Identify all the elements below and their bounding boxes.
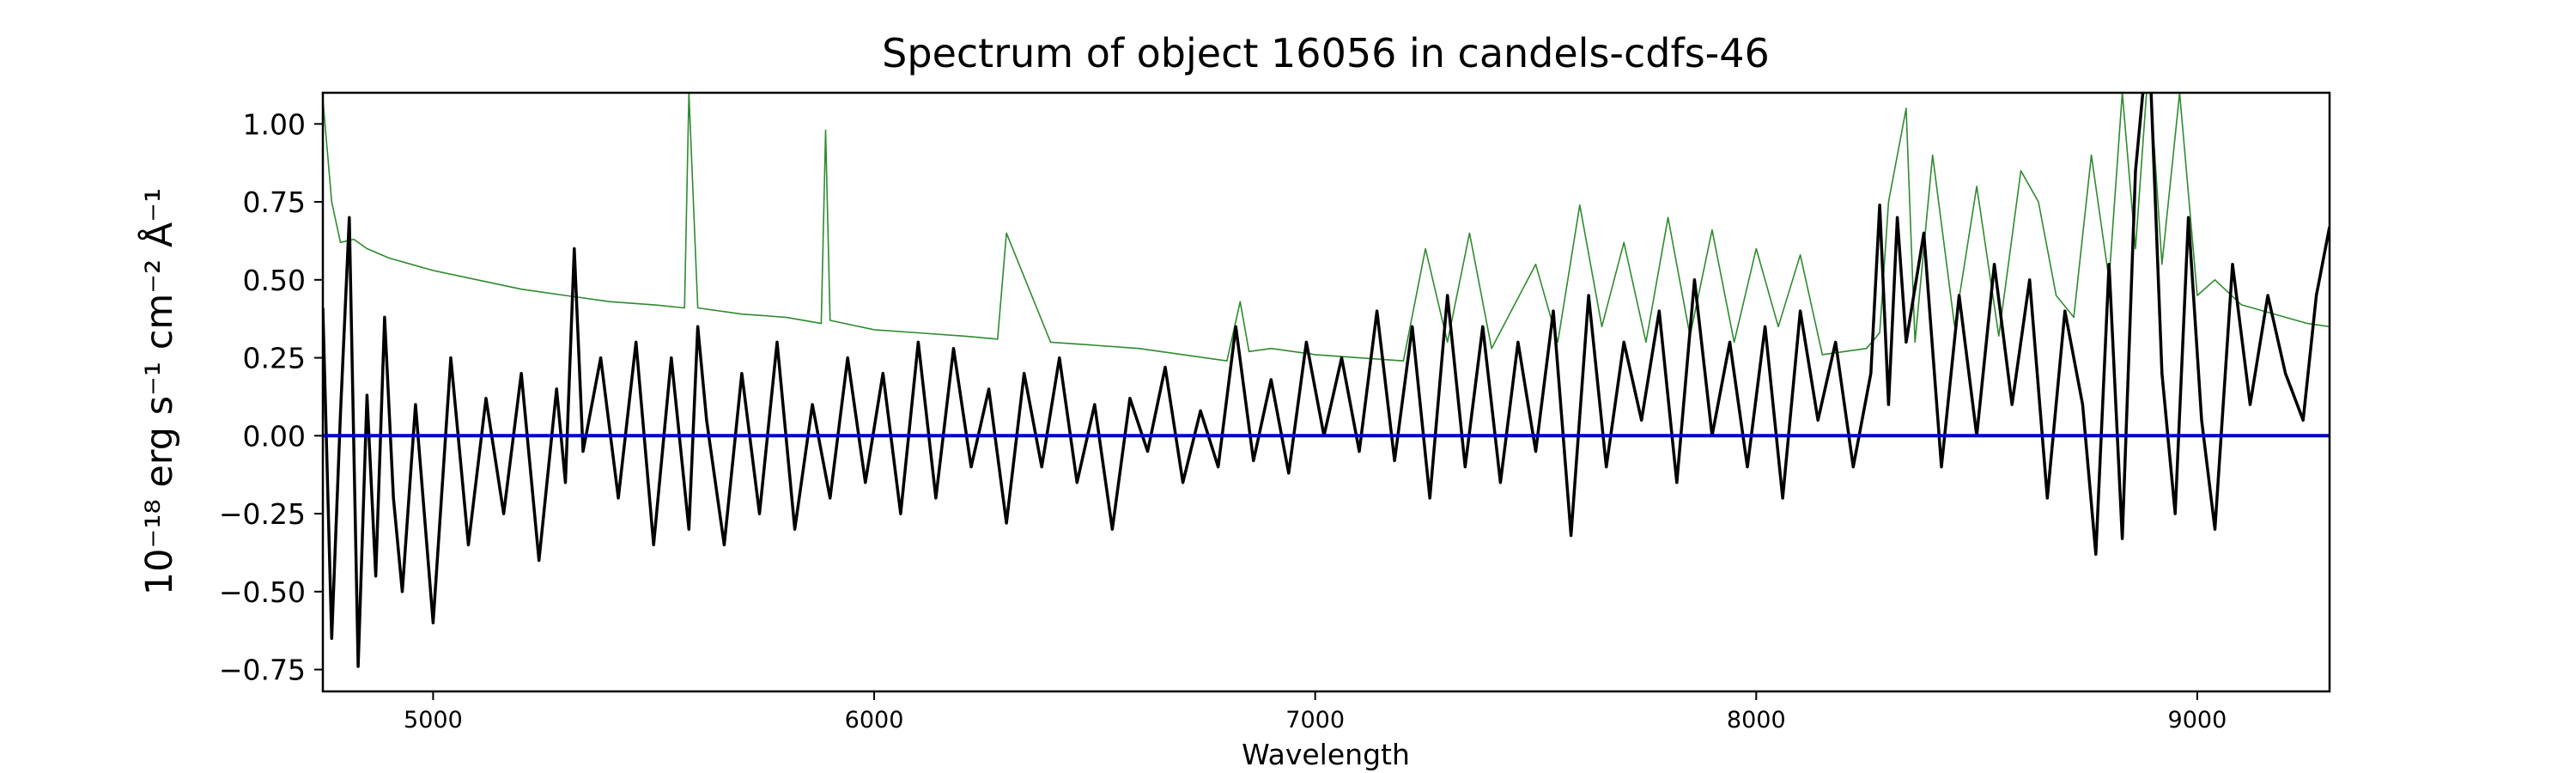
x-axis-label: Wavelength xyxy=(1242,738,1410,771)
flux-series-line xyxy=(323,93,2330,668)
y-tick-label: 0.00 xyxy=(243,419,306,453)
x-tick-label: 8000 xyxy=(1727,707,1786,733)
error-series-line xyxy=(323,93,2330,362)
x-tick-label: 9000 xyxy=(2168,707,2227,733)
y-tick-label: −0.75 xyxy=(219,654,306,687)
x-tick-label: 7000 xyxy=(1285,707,1345,733)
y-tick-label: −0.25 xyxy=(219,497,306,531)
y-tick-label: 0.75 xyxy=(243,186,306,219)
plot-frame xyxy=(321,91,2331,693)
y-tick-label: −0.50 xyxy=(219,575,306,609)
y-axis-label: 10⁻¹⁸ erg s⁻¹ cm⁻² Å⁻¹ xyxy=(137,188,181,595)
chart-title: Spectrum of object 16056 in candels-cdfs… xyxy=(882,30,1770,76)
x-tick-label: 6000 xyxy=(845,707,904,733)
y-tick-label: 0.25 xyxy=(243,342,306,375)
x-tick-label: 5000 xyxy=(404,707,463,733)
y-tick-label: 1.00 xyxy=(243,107,306,141)
y-tick-label: 0.50 xyxy=(243,264,306,297)
